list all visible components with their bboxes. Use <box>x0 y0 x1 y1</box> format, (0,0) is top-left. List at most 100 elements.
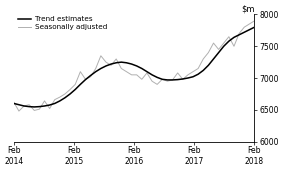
Trend estimates <box>17 104 21 106</box>
Seasonally adjusted <box>171 79 174 81</box>
Trend estimates <box>58 100 62 102</box>
Trend estimates <box>74 88 77 90</box>
Trend estimates <box>253 26 256 28</box>
Trend estimates <box>150 74 154 76</box>
Trend estimates <box>196 73 200 75</box>
Trend estimates <box>176 79 179 81</box>
Trend estimates <box>248 29 251 31</box>
Seasonally adjusted <box>84 78 87 80</box>
Trend estimates <box>68 93 72 95</box>
Seasonally adjusted <box>110 64 113 66</box>
Seasonally adjusted <box>135 74 138 76</box>
Trend estimates <box>48 104 51 106</box>
Line: Trend estimates: Trend estimates <box>14 27 254 107</box>
Trend estimates <box>201 69 205 71</box>
Seasonally adjusted <box>68 88 72 90</box>
Trend estimates <box>99 67 102 70</box>
Trend estimates <box>22 105 26 107</box>
Seasonally adjusted <box>176 72 179 74</box>
Trend estimates <box>171 79 174 81</box>
Seasonally adjusted <box>120 67 123 70</box>
Seasonally adjusted <box>48 107 51 109</box>
Text: $m: $m <box>241 4 254 13</box>
Trend estimates <box>84 79 87 81</box>
Seasonally adjusted <box>27 104 31 106</box>
Seasonally adjusted <box>232 45 236 47</box>
Line: Seasonally adjusted: Seasonally adjusted <box>14 21 254 111</box>
Seasonally adjusted <box>217 48 220 50</box>
Seasonally adjusted <box>212 42 215 44</box>
Seasonally adjusted <box>243 26 246 28</box>
Trend estimates <box>89 74 92 76</box>
Trend estimates <box>33 106 36 108</box>
Trend estimates <box>207 64 210 66</box>
Seasonally adjusted <box>191 71 195 73</box>
Trend estimates <box>125 62 128 64</box>
Trend estimates <box>12 102 16 104</box>
Trend estimates <box>38 106 41 108</box>
Seasonally adjusted <box>58 96 62 98</box>
Seasonally adjusted <box>63 93 67 95</box>
Trend estimates <box>120 61 123 63</box>
Trend estimates <box>212 58 215 60</box>
Seasonally adjusted <box>115 58 118 60</box>
Seasonally adjusted <box>248 23 251 25</box>
Trend estimates <box>181 78 185 80</box>
Seasonally adjusted <box>74 83 77 85</box>
Trend estimates <box>115 62 118 64</box>
Seasonally adjusted <box>99 55 102 57</box>
Seasonally adjusted <box>125 71 128 73</box>
Seasonally adjusted <box>207 52 210 54</box>
Seasonally adjusted <box>166 80 169 82</box>
Trend estimates <box>94 71 97 73</box>
Trend estimates <box>145 71 149 73</box>
Seasonally adjusted <box>253 20 256 22</box>
Trend estimates <box>191 76 195 78</box>
Trend estimates <box>222 45 226 47</box>
Seasonally adjusted <box>155 83 159 85</box>
Trend estimates <box>130 63 133 65</box>
Seasonally adjusted <box>160 78 164 80</box>
Seasonally adjusted <box>53 99 56 101</box>
Trend estimates <box>43 105 46 107</box>
Seasonally adjusted <box>17 110 21 112</box>
Seasonally adjusted <box>22 105 26 107</box>
Legend: Trend estimates, Seasonally adjusted: Trend estimates, Seasonally adjusted <box>17 15 108 31</box>
Seasonally adjusted <box>38 108 41 110</box>
Seasonally adjusted <box>237 32 241 35</box>
Trend estimates <box>79 83 82 85</box>
Trend estimates <box>166 79 169 81</box>
Seasonally adjusted <box>181 78 185 80</box>
Trend estimates <box>110 63 113 65</box>
Seasonally adjusted <box>130 74 133 76</box>
Trend estimates <box>63 97 67 99</box>
Trend estimates <box>104 65 108 67</box>
Trend estimates <box>155 76 159 78</box>
Trend estimates <box>227 40 231 42</box>
Seasonally adjusted <box>150 80 154 82</box>
Trend estimates <box>53 102 56 104</box>
Trend estimates <box>237 34 241 36</box>
Trend estimates <box>140 67 143 70</box>
Seasonally adjusted <box>43 100 46 102</box>
Trend estimates <box>232 36 236 38</box>
Seasonally adjusted <box>79 71 82 73</box>
Seasonally adjusted <box>89 76 92 78</box>
Seasonally adjusted <box>201 58 205 60</box>
Trend estimates <box>243 31 246 33</box>
Seasonally adjusted <box>94 67 97 70</box>
Seasonally adjusted <box>196 67 200 70</box>
Seasonally adjusted <box>227 36 231 38</box>
Trend estimates <box>135 65 138 67</box>
Seasonally adjusted <box>12 101 16 103</box>
Seasonally adjusted <box>140 78 143 80</box>
Trend estimates <box>160 78 164 80</box>
Seasonally adjusted <box>104 61 108 63</box>
Seasonally adjusted <box>145 72 149 74</box>
Trend estimates <box>27 106 31 108</box>
Seasonally adjusted <box>222 42 226 44</box>
Trend estimates <box>217 52 220 54</box>
Seasonally adjusted <box>33 109 36 112</box>
Seasonally adjusted <box>186 74 190 76</box>
Trend estimates <box>186 77 190 79</box>
